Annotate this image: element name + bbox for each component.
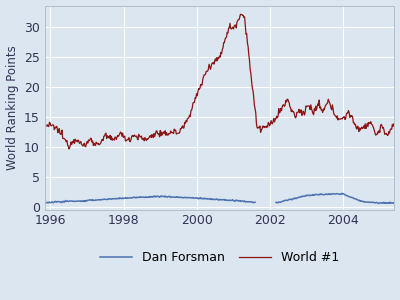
World #1 [212, 59, 217, 63]
Dan Forsman [212, 197, 216, 201]
Dan Forsman [251, 201, 256, 205]
World #1 [331, 108, 336, 111]
Dan Forsman [384, 202, 389, 205]
Dan Forsman [330, 192, 335, 195]
Line: World #1: World #1 [47, 14, 394, 149]
Dan Forsman [232, 200, 237, 203]
World #1 [233, 23, 238, 27]
World #1 [385, 134, 390, 137]
World #1 [238, 13, 243, 16]
Dan Forsman [210, 197, 214, 201]
Legend: Dan Forsman, World #1: Dan Forsman, World #1 [95, 246, 344, 269]
Line: Dan Forsman: Dan Forsman [47, 194, 394, 203]
Dan Forsman [44, 201, 49, 204]
World #1 [253, 107, 258, 110]
World #1 [66, 147, 71, 151]
World #1 [44, 124, 49, 128]
World #1 [392, 122, 397, 125]
Dan Forsman [392, 201, 397, 204]
Y-axis label: World Ranking Points: World Ranking Points [6, 45, 18, 170]
World #1 [210, 61, 215, 65]
